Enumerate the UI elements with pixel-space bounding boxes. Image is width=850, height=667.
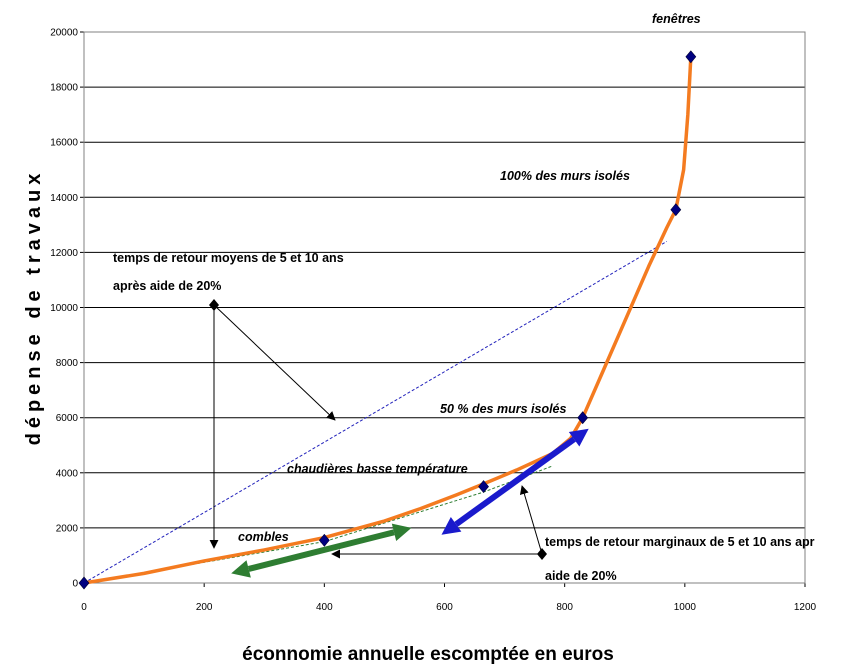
y-tick-label: 12000 bbox=[50, 248, 78, 259]
double-arrow-1 bbox=[441, 428, 589, 535]
series bbox=[82, 55, 693, 585]
data-point-1 bbox=[318, 533, 330, 547]
data-point-4 bbox=[670, 203, 682, 217]
y-tick-label: 4000 bbox=[56, 468, 79, 479]
annotation-average-payback-line1: temps de retour moyens de 5 et 10 ans bbox=[113, 251, 344, 265]
annotation-murs50: 50 % des murs isolés bbox=[440, 402, 567, 416]
reference-line-0 bbox=[83, 240, 668, 584]
y-axis-label: dépense de travaux bbox=[23, 169, 45, 446]
y-tick-label: 8000 bbox=[56, 358, 79, 369]
y-tick-label: 0 bbox=[72, 579, 78, 590]
annotation-fenetres: fenêtres bbox=[652, 12, 701, 26]
x-tick-label: 0 bbox=[81, 602, 87, 613]
x-tick-label: 600 bbox=[436, 602, 453, 613]
annotation-diamond-average bbox=[209, 299, 219, 311]
y-tick-label: 10000 bbox=[50, 303, 78, 314]
arrows bbox=[231, 428, 589, 578]
annotation-marginal-payback-line1: temps de retour marginaux de 5 et 10 ans… bbox=[545, 535, 815, 549]
x-tick-label: 400 bbox=[316, 602, 333, 613]
x-tick-label: 1000 bbox=[674, 602, 697, 613]
annotation-average-payback-line2: après aide de 20% bbox=[113, 279, 221, 293]
y-tick-label: 6000 bbox=[56, 413, 79, 424]
annotation-chaudieres: chaudières basse température bbox=[287, 462, 468, 476]
annotation-leaders bbox=[209, 304, 543, 559]
x-tick-label: 200 bbox=[196, 602, 213, 613]
y-tick-label: 2000 bbox=[56, 523, 79, 534]
y-tick-label: 20000 bbox=[50, 28, 78, 39]
x-axis-ticks: 0 200 400 600 800 1000 1200 bbox=[81, 583, 817, 613]
y-axis-ticks: 0 2000 4000 6000 8000 10000 12000 14000 16000 180… bbox=[50, 28, 84, 590]
y-tick-label: 16000 bbox=[50, 138, 78, 149]
x-axis-label: éconnomie annuelle escomptée en euros bbox=[242, 644, 614, 665]
annotation-combles: combles bbox=[238, 530, 289, 544]
data-point-2 bbox=[478, 480, 489, 494]
double-arrow-0 bbox=[231, 523, 412, 578]
x-tick-label: 800 bbox=[556, 602, 573, 613]
plot-area bbox=[83, 31, 806, 584]
y-tick-label: 14000 bbox=[50, 193, 78, 204]
data-points bbox=[78, 50, 697, 590]
data-point-3 bbox=[577, 411, 589, 425]
data-point-0 bbox=[78, 576, 90, 590]
data-point-5 bbox=[685, 50, 697, 64]
annotation-diamond-marginal bbox=[537, 548, 547, 560]
x-tick-label: 1200 bbox=[794, 602, 817, 613]
annotation-murs100: 100% des murs isolés bbox=[500, 169, 630, 183]
series-line-0 bbox=[82, 55, 693, 585]
y-tick-label: 18000 bbox=[50, 83, 78, 94]
annotation-marginal-payback-line2: aide de 20% bbox=[545, 569, 617, 583]
